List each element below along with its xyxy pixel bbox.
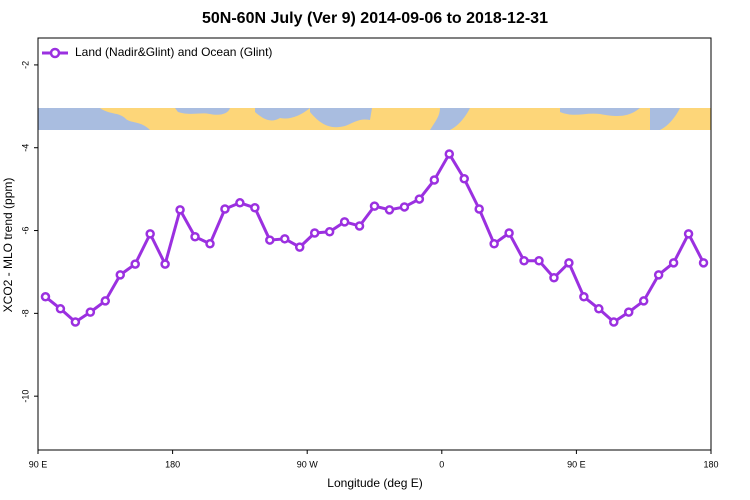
series-point (235, 198, 245, 208)
series-point (100, 296, 111, 306)
x-tick-label: 90 E (29, 459, 48, 469)
series-point (549, 272, 559, 283)
series-point (519, 256, 529, 266)
series-point (638, 296, 649, 306)
series-point (579, 292, 589, 302)
series-point (534, 256, 544, 266)
series-point (414, 194, 425, 204)
x-tick-label: 90 W (297, 459, 319, 469)
series-point (609, 317, 619, 327)
series-point (489, 239, 499, 249)
x-tick-label: 90 E (567, 459, 586, 469)
series-point (85, 307, 96, 317)
y-tick-label: -8 (20, 309, 30, 317)
x-tick-label: 180 (165, 459, 180, 469)
y-axis-label: XCO2 - MLO trend (ppm) (1, 178, 15, 313)
series-point (594, 304, 604, 314)
series-point (309, 228, 320, 238)
chart-title: 50N-60N July (Ver 9) 2014-09-06 to 2018-… (202, 10, 548, 27)
x-tick-label: 0 (439, 459, 444, 469)
series-point (145, 229, 155, 239)
series-point (653, 270, 664, 280)
series-point (384, 205, 395, 215)
series-point (160, 259, 170, 269)
series-point (175, 205, 185, 215)
series-point (324, 227, 335, 237)
legend-label: Land (Nadir&Glint) and Ocean (Glint) (75, 45, 272, 59)
series-point (190, 232, 200, 242)
series-point (205, 239, 215, 249)
series-point (280, 234, 290, 244)
series-point (294, 242, 305, 252)
series-point (683, 229, 694, 239)
series-point (265, 235, 275, 245)
series-point (70, 317, 81, 327)
series-point (444, 149, 455, 159)
series-point (220, 204, 230, 214)
series-point (564, 258, 574, 268)
map-strip (38, 108, 711, 130)
x-tick-label: 180 (703, 459, 718, 469)
y-tick-label: -6 (20, 227, 30, 235)
series-point (474, 204, 484, 214)
series-point (668, 258, 679, 268)
series-line (44, 152, 705, 324)
series-point (698, 258, 709, 268)
y-tick-label: -10 (20, 390, 30, 403)
series-point (55, 304, 66, 314)
series-point (354, 221, 365, 231)
series-point (459, 174, 469, 184)
series-point (369, 201, 380, 211)
legend-marker (49, 47, 61, 59)
x-axis-label: Longitude (deg E) (327, 476, 422, 490)
y-tick-label: -4 (20, 144, 30, 152)
series-point (429, 175, 440, 185)
plot-frame (37, 37, 712, 451)
series-point (40, 292, 51, 302)
series-point (399, 202, 410, 212)
series-point (130, 259, 140, 269)
series-point (339, 217, 350, 227)
series-point (115, 270, 126, 280)
y-tick-label: -2 (20, 61, 30, 69)
series-point (623, 307, 634, 317)
series-point (250, 203, 260, 213)
series-point (504, 228, 514, 238)
